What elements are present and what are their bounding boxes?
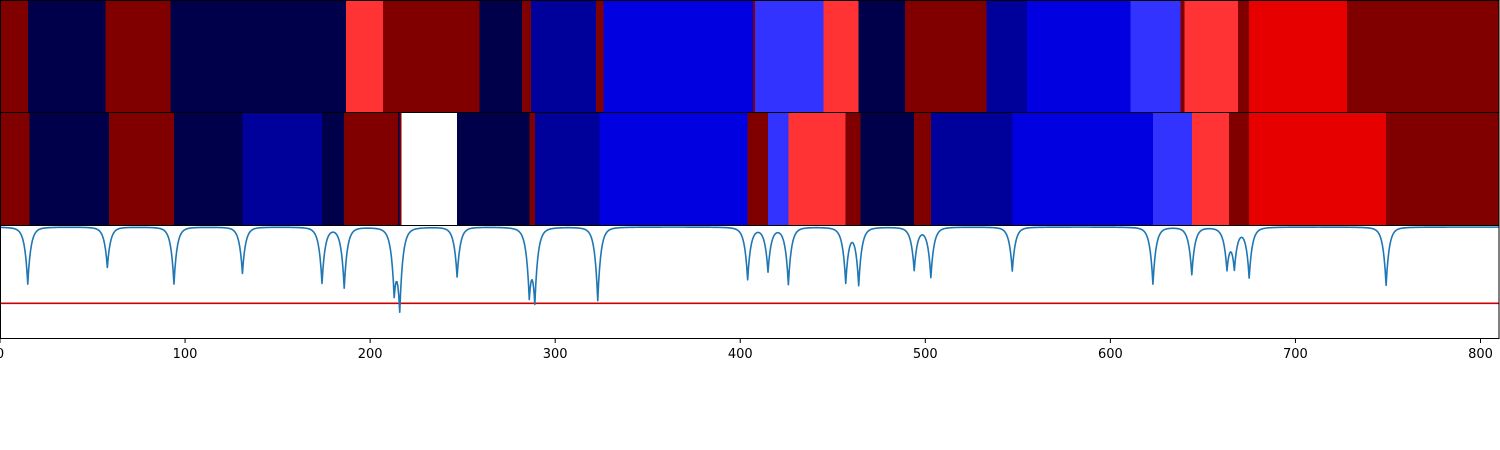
middle-segment-17 bbox=[845, 113, 862, 225]
top-segment-10 bbox=[603, 1, 754, 112]
middle-segment-10 bbox=[457, 113, 530, 225]
middle-segment-20 bbox=[930, 113, 1013, 225]
middle-segment-11 bbox=[529, 113, 536, 225]
middle-segment-8 bbox=[399, 113, 403, 225]
middle-segment-5 bbox=[322, 113, 345, 225]
top-segment-19 bbox=[1180, 1, 1185, 112]
x-tick-label-100: 100 bbox=[173, 347, 198, 362]
middle-segment-14 bbox=[747, 113, 769, 225]
panel-frames bbox=[0, 0, 1500, 339]
middle-segment-19 bbox=[914, 113, 932, 225]
top-segment-15 bbox=[904, 1, 987, 112]
x-tick-label-800: 800 bbox=[1468, 347, 1493, 362]
top-segmentation-strip bbox=[0, 1, 1500, 112]
middle-segment-16 bbox=[788, 113, 847, 225]
top-segment-14 bbox=[858, 1, 906, 112]
middle-segment-1 bbox=[29, 113, 110, 225]
top-segment-21 bbox=[1238, 1, 1250, 112]
top-segment-4 bbox=[346, 1, 384, 112]
x-tick-label-600: 600 bbox=[1098, 347, 1123, 362]
middle-segment-22 bbox=[1152, 113, 1193, 225]
middle-segment-13 bbox=[599, 113, 749, 225]
middle-segment-23 bbox=[1191, 113, 1230, 225]
middle-segment-12 bbox=[534, 113, 601, 225]
top-segment-6 bbox=[479, 1, 523, 112]
top-segment-9 bbox=[595, 1, 604, 112]
x-tick-label-300: 300 bbox=[543, 347, 568, 362]
top-segment-23 bbox=[1347, 1, 1500, 112]
top-segment-18 bbox=[1130, 1, 1182, 112]
top-segment-22 bbox=[1249, 1, 1348, 112]
top-segment-16 bbox=[986, 1, 1028, 112]
middle-segment-24 bbox=[1228, 113, 1250, 225]
middle-segment-3 bbox=[173, 113, 244, 225]
top-segment-2 bbox=[105, 1, 171, 112]
x-axis: 0 100 200 300 400 500 600 700 800 bbox=[0, 338, 1493, 362]
middle-segment-21 bbox=[1012, 113, 1154, 225]
x-tick-label-0: 0 bbox=[0, 347, 4, 362]
top-segment-7 bbox=[521, 1, 532, 112]
middle-segmentation-strip bbox=[0, 113, 1500, 225]
top-segment-12 bbox=[755, 1, 825, 112]
middle-segment-18 bbox=[860, 113, 915, 225]
top-segment-17 bbox=[1027, 1, 1132, 112]
middle-segment-9 bbox=[401, 113, 458, 225]
middle-segment-15 bbox=[768, 113, 789, 225]
middle-segment-6 bbox=[344, 113, 399, 225]
top-segment-20 bbox=[1184, 1, 1239, 112]
x-tick-label-400: 400 bbox=[728, 347, 753, 362]
top-segment-13 bbox=[823, 1, 860, 112]
top-segment-1 bbox=[27, 1, 107, 112]
top-segment-11 bbox=[753, 1, 756, 112]
top-segment-5 bbox=[383, 1, 480, 112]
middle-segment-0 bbox=[0, 113, 31, 225]
middle-segment-25 bbox=[1249, 113, 1387, 225]
signal-line bbox=[0, 226, 1499, 313]
middle-segment-7 bbox=[397, 113, 401, 225]
middle-segment-4 bbox=[242, 113, 323, 225]
panel-frame-2 bbox=[0, 225, 1500, 339]
signal-panel bbox=[0, 226, 1499, 313]
x-tick-label-200: 200 bbox=[358, 347, 383, 362]
middle-segment-26 bbox=[1386, 113, 1500, 225]
x-tick-label-500: 500 bbox=[913, 347, 938, 362]
middle-segment-2 bbox=[109, 113, 175, 225]
top-segment-0 bbox=[0, 1, 29, 112]
top-segment-3 bbox=[170, 1, 347, 112]
x-tick-label-700: 700 bbox=[1283, 347, 1308, 362]
top-segment-8 bbox=[531, 1, 597, 112]
